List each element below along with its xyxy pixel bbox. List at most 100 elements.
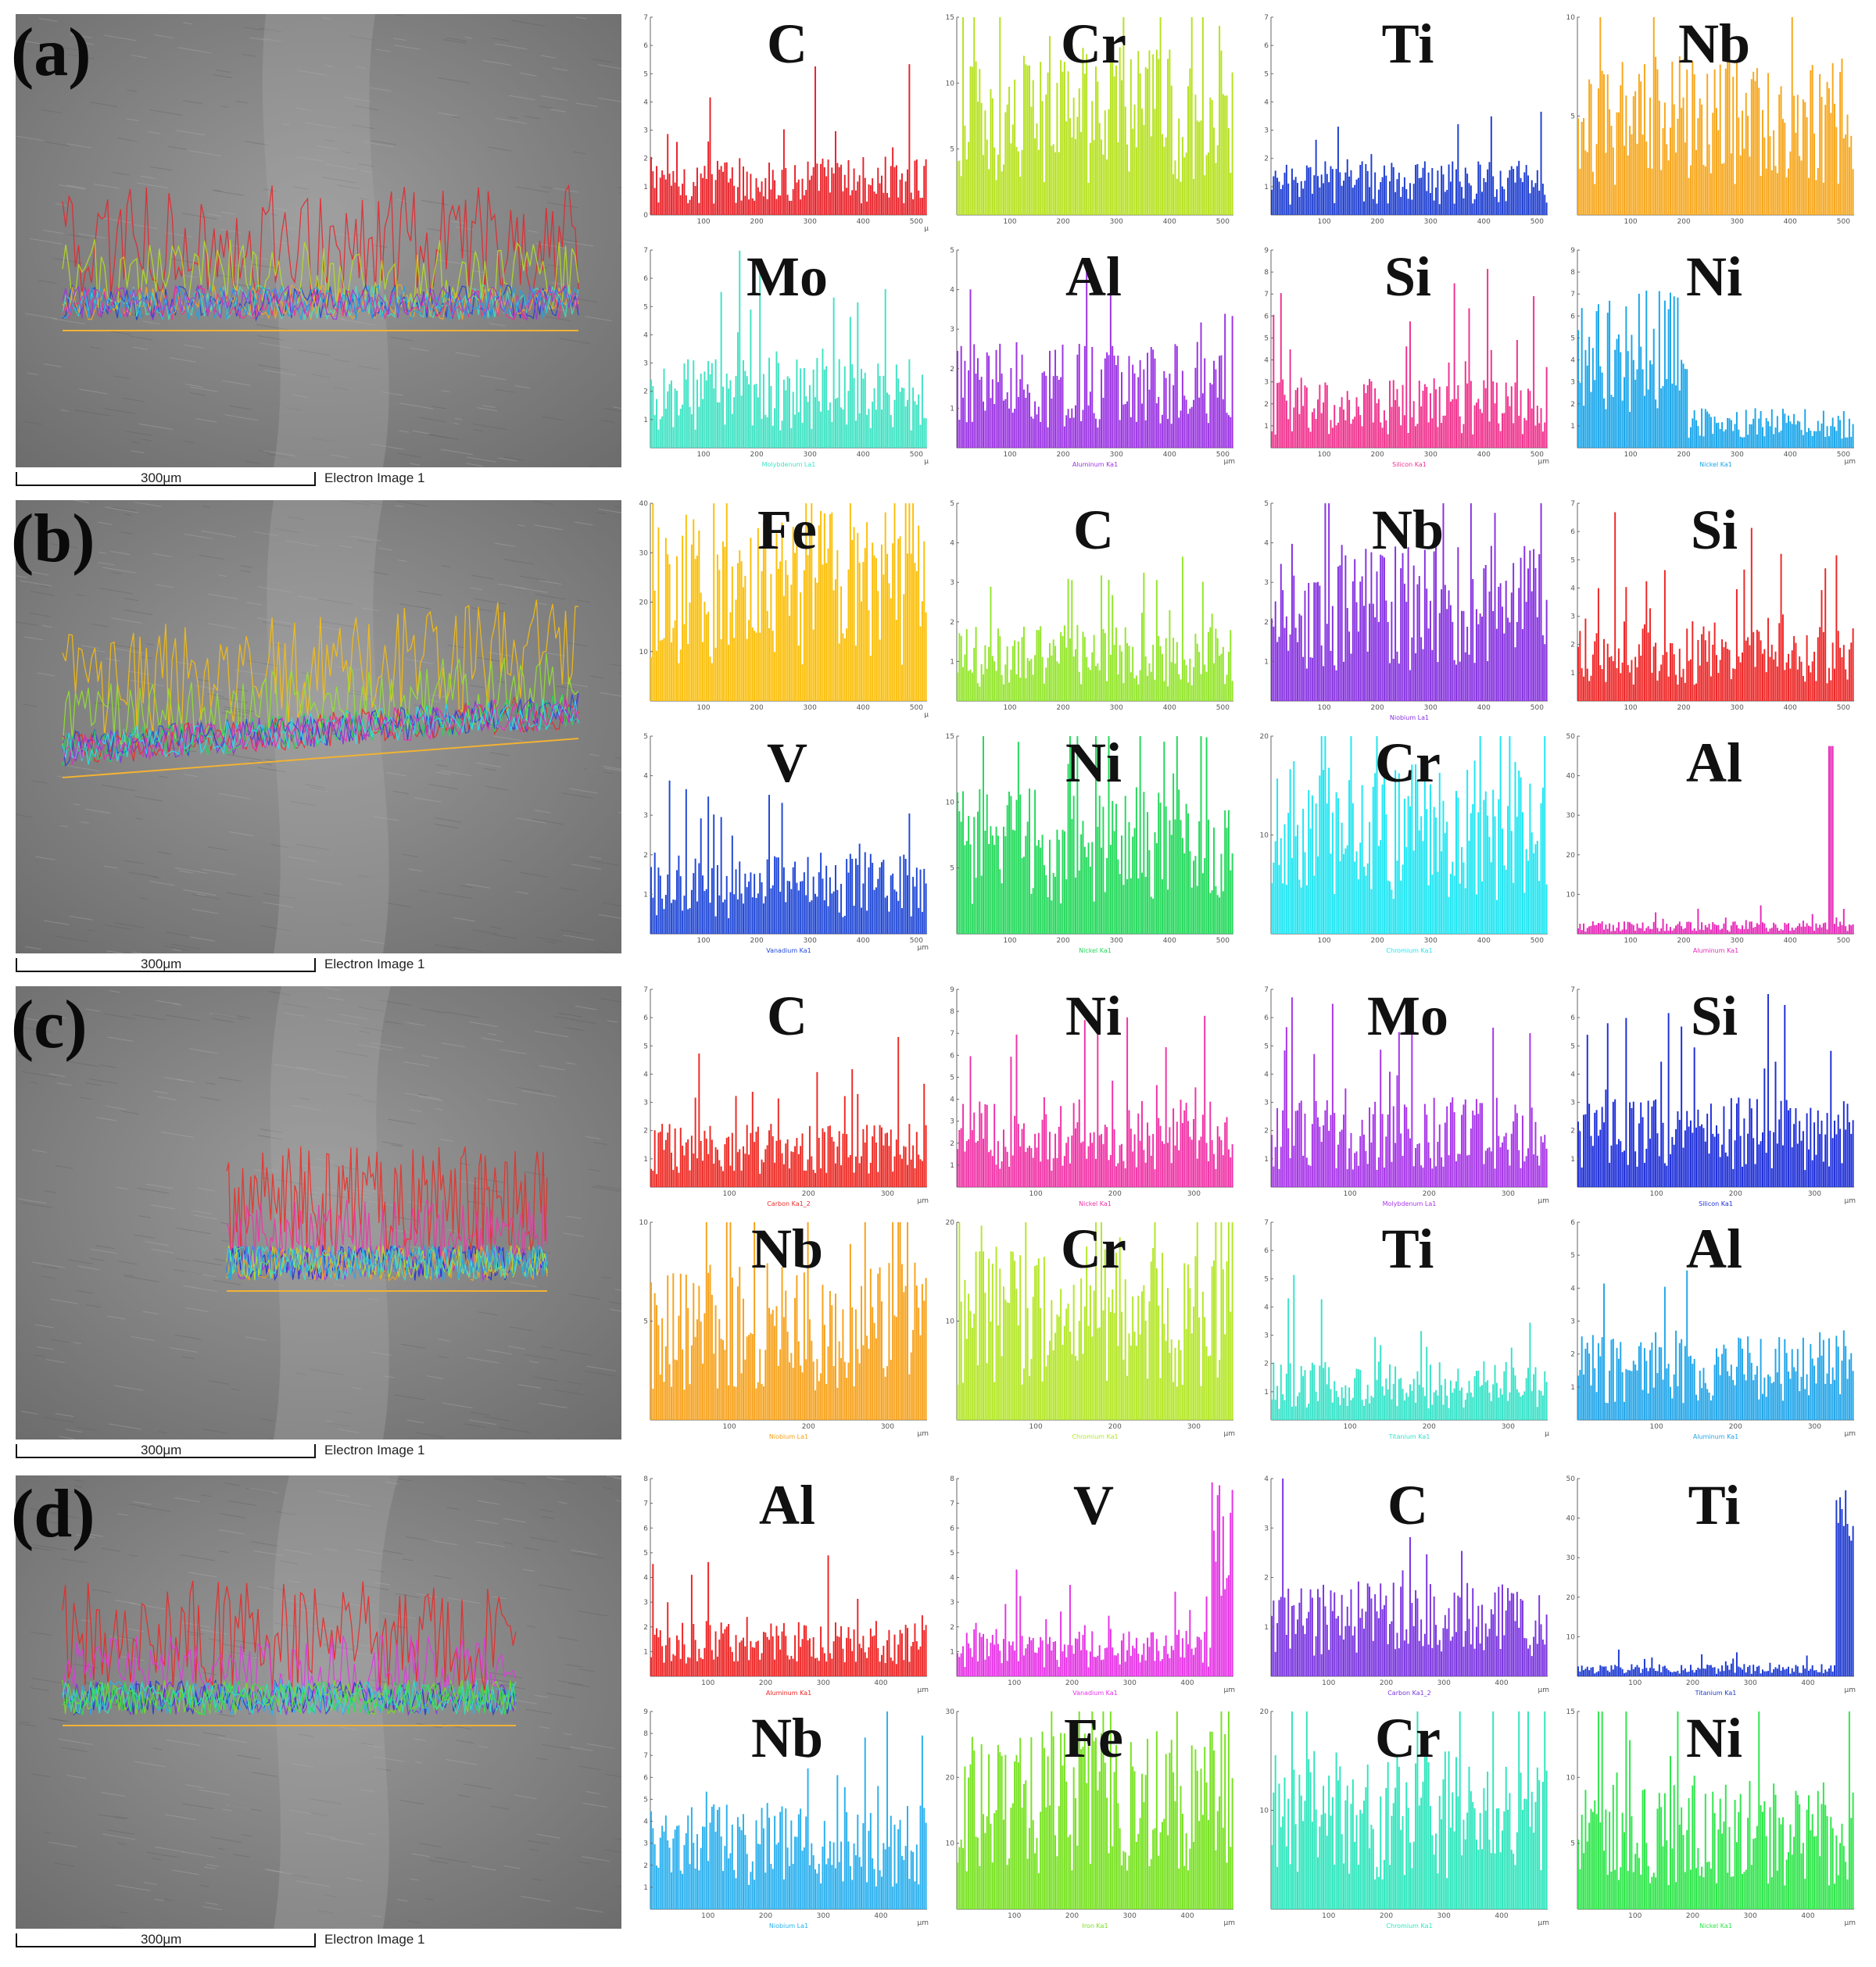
bar — [1815, 180, 1817, 215]
bar — [1003, 684, 1004, 701]
bar — [1041, 656, 1044, 701]
bar — [1702, 626, 1705, 701]
bar — [1025, 1222, 1027, 1420]
sem-texture-streak — [177, 1078, 195, 1083]
bar — [1437, 871, 1439, 934]
sem-texture-streak — [104, 34, 136, 41]
x-tick-label: 200 — [1057, 451, 1070, 459]
x-tick-label: 100 — [1029, 1190, 1043, 1198]
bar — [1273, 1362, 1275, 1420]
sem-texture-streak — [589, 753, 600, 756]
bar — [1666, 378, 1668, 448]
bar — [1521, 182, 1523, 215]
bar — [1001, 1161, 1003, 1187]
bar — [1845, 1129, 1847, 1187]
sem-texture-streak — [609, 1308, 621, 1312]
bar — [1147, 352, 1149, 448]
bar — [1647, 1393, 1649, 1420]
bar — [1835, 1336, 1838, 1420]
bar — [1289, 349, 1291, 448]
bar — [1040, 62, 1042, 216]
bar — [1455, 791, 1457, 934]
sem-texture-streak — [263, 621, 291, 628]
bar — [1422, 167, 1424, 215]
bar — [1645, 141, 1648, 215]
bar — [1352, 1169, 1354, 1187]
bar — [1398, 1032, 1400, 1187]
sem-linescan-trace — [62, 653, 579, 749]
bar — [1481, 881, 1483, 934]
bar — [1739, 1338, 1742, 1420]
sem-texture-streak — [406, 1021, 426, 1026]
bar — [1534, 425, 1537, 448]
bar — [779, 561, 782, 701]
sem-texture-streak — [189, 1048, 219, 1054]
bar — [836, 889, 839, 934]
sem-texture-streak — [363, 1100, 377, 1103]
bar — [976, 1140, 979, 1187]
y-tick-label: 9 — [1264, 247, 1269, 255]
bar — [1385, 1136, 1387, 1187]
sem-texture-streak — [395, 505, 404, 508]
y-tick-label: 1 — [1570, 670, 1575, 678]
bar — [1488, 836, 1491, 934]
sem-texture-streak — [553, 1015, 574, 1021]
bar — [1352, 188, 1354, 215]
sem-texture-streak — [51, 543, 78, 549]
sem-texture-streak — [360, 170, 373, 173]
sem-texture-streak — [38, 280, 58, 284]
bar — [1520, 177, 1522, 215]
sem-texture-streak — [317, 598, 353, 606]
sem-texture-streak — [109, 1423, 142, 1430]
bar — [1109, 1155, 1112, 1187]
bar — [718, 1160, 721, 1187]
bar — [1213, 663, 1215, 701]
bar — [1723, 647, 1725, 701]
bar — [735, 376, 737, 448]
bar — [1365, 549, 1367, 701]
bar — [1640, 1342, 1642, 1420]
bar — [988, 844, 990, 934]
bar — [1776, 666, 1778, 701]
bar — [1231, 681, 1233, 701]
sem-texture-streak — [236, 100, 248, 104]
bar — [1470, 1128, 1472, 1187]
bar — [1415, 164, 1417, 215]
bar — [1536, 170, 1538, 215]
bar — [1139, 73, 1141, 215]
bar — [1475, 193, 1477, 215]
bar — [1845, 1346, 1847, 1420]
bar — [1727, 1156, 1729, 1187]
bar — [1324, 736, 1326, 934]
bar — [1339, 565, 1341, 701]
sem-texture-streak — [117, 138, 138, 142]
bar — [1490, 862, 1492, 934]
bar — [1806, 1374, 1808, 1420]
bar — [1135, 421, 1137, 448]
bar — [1343, 409, 1344, 448]
sem-texture-streak — [567, 1215, 582, 1219]
bar — [1003, 1129, 1004, 1187]
bar — [724, 546, 726, 701]
bar — [768, 1307, 770, 1420]
x-tick-label: 100 — [696, 451, 710, 459]
sem-texture-streak — [311, 788, 328, 792]
bar — [923, 166, 925, 215]
bar — [764, 177, 767, 215]
bar — [1721, 422, 1724, 448]
bar — [1216, 638, 1219, 701]
bar — [1681, 925, 1683, 934]
sem-texture-streak — [435, 1857, 469, 1864]
x-tick-label: 500 — [1837, 937, 1850, 945]
bar — [1492, 789, 1495, 934]
bar — [997, 155, 999, 215]
bar — [674, 1359, 676, 1420]
bar — [1282, 883, 1284, 934]
y-tick-label: 20 — [946, 1219, 955, 1227]
bar — [1152, 645, 1155, 701]
bar — [1617, 922, 1620, 934]
bar — [694, 429, 696, 448]
